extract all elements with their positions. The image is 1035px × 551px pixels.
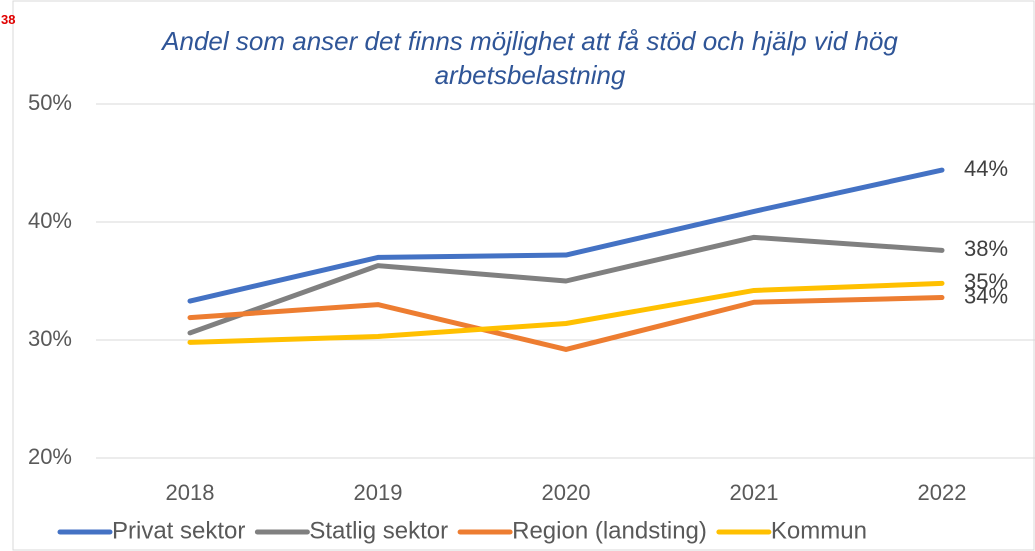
series-line [187,295,945,352]
y-tick-label: 20% [28,444,72,469]
page-number: 38 [1,12,16,27]
x-tick-label: 2018 [166,480,215,505]
x-tick-label: 2021 [730,480,779,505]
series-line [187,167,945,304]
legend-label: Region (landsting) [512,517,707,544]
legend-label: Statlig sektor [309,517,448,544]
data-label: 44% [964,156,1008,181]
x-tick-label: 2020 [542,480,591,505]
data-label: 38% [964,236,1008,261]
chart-title: Andel som anser det finns möjlighet att … [162,26,898,90]
chart-border [12,0,1035,551]
data-label: 35% [964,269,1008,294]
data-label: 34% [964,283,1008,308]
x-tick-label: 2022 [918,480,967,505]
y-tick-label: 30% [28,326,72,351]
x-tick-label: 2019 [354,480,403,505]
legend-label: Kommun [771,517,867,544]
series-line [187,234,945,336]
y-tick-label: 50% [28,90,72,115]
y-tick-label: 40% [28,208,72,233]
legend-label: Privat sektor [112,517,245,544]
series-line [187,280,945,345]
